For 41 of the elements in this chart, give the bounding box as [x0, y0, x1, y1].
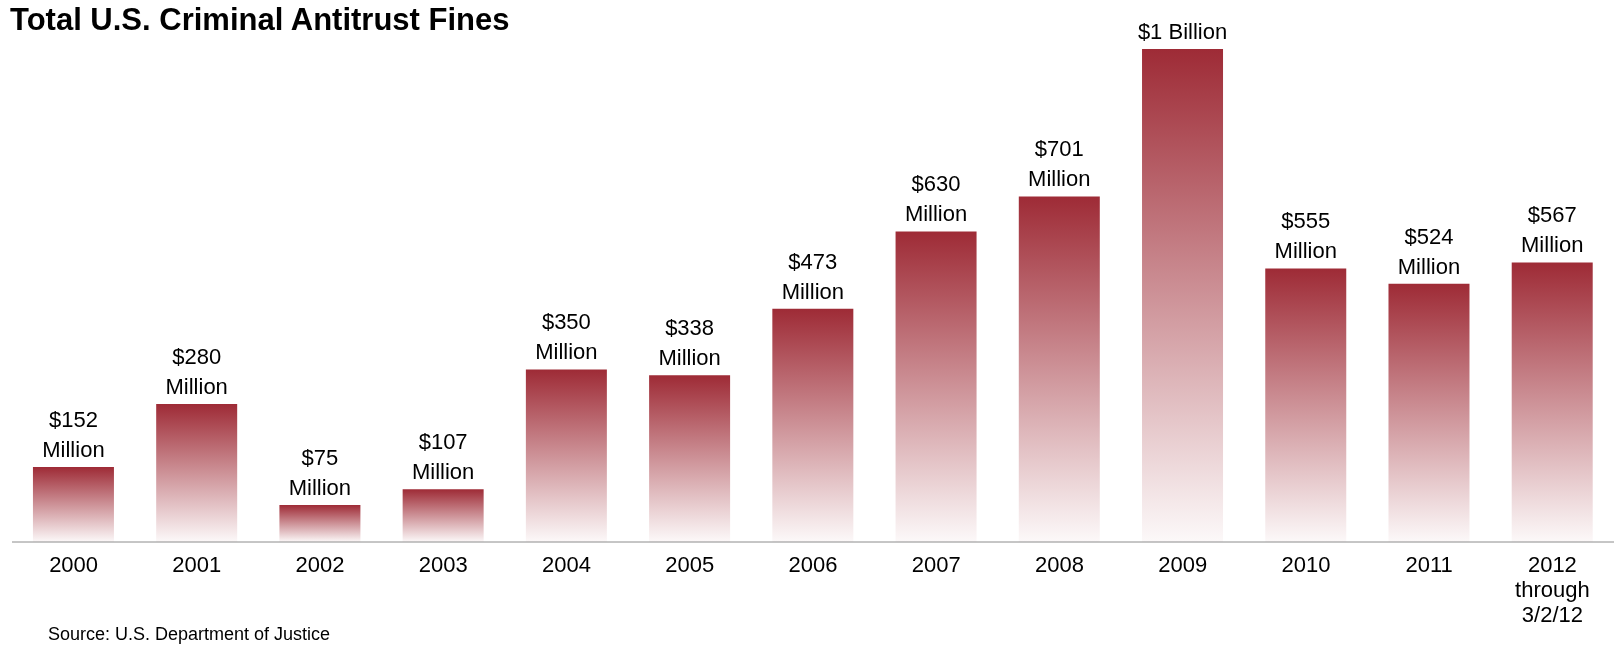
bar: [525, 369, 607, 542]
bar: [772, 308, 854, 542]
x-tick-label: 2008: [1034, 552, 1084, 577]
bar: [156, 403, 238, 542]
data-label: $280 Million: [165, 343, 228, 399]
annotation: $1 Billion: [1137, 19, 1228, 44]
x-tick-label: 2006: [788, 552, 838, 577]
x-tick-label: 2011: [1405, 552, 1453, 577]
bar: [402, 489, 484, 542]
source-note: Source: U.S. Department of Justice: [48, 624, 331, 645]
bar: [1142, 49, 1224, 542]
x-tick-label: 2004: [542, 552, 592, 577]
x-tick-label: 2009: [1158, 552, 1208, 577]
x-tick-label: 2005: [665, 552, 715, 577]
bar: [32, 467, 114, 542]
data-label: $75 Million: [288, 445, 352, 501]
bar: [895, 231, 977, 542]
data-label: $473 Million: [781, 248, 845, 304]
bar: [649, 375, 731, 542]
data-label: $555 Million: [1274, 208, 1337, 264]
bar: [1265, 268, 1347, 542]
x-tick-label: 2007: [911, 552, 961, 577]
data-label: $107 Million: [411, 429, 475, 485]
x-tick-label: 2010: [1281, 552, 1331, 577]
data-label: $350 Million: [535, 309, 598, 365]
x-tick-label: 2003: [418, 552, 468, 577]
x-tick-label: 2012 through 3/2/12: [1515, 552, 1590, 627]
data-label: $630 Million: [904, 171, 968, 227]
data-label: $567 Million: [1521, 202, 1584, 258]
bar: [1388, 283, 1470, 542]
bar: [279, 505, 361, 542]
data-label: $338 Million: [658, 315, 721, 371]
data-label: $152 Million: [42, 407, 105, 463]
x-tick-label: 2000: [49, 552, 99, 577]
x-tick-label: 2002: [295, 552, 345, 577]
x-tick-label: 2001: [172, 552, 222, 577]
data-label: $701 Million: [1028, 136, 1091, 192]
chart-title: Total U.S. Criminal Antitrust Fines: [10, 2, 510, 38]
data-label: $524 Million: [1397, 223, 1461, 279]
bar: [1511, 262, 1593, 542]
bar: [1018, 196, 1100, 542]
